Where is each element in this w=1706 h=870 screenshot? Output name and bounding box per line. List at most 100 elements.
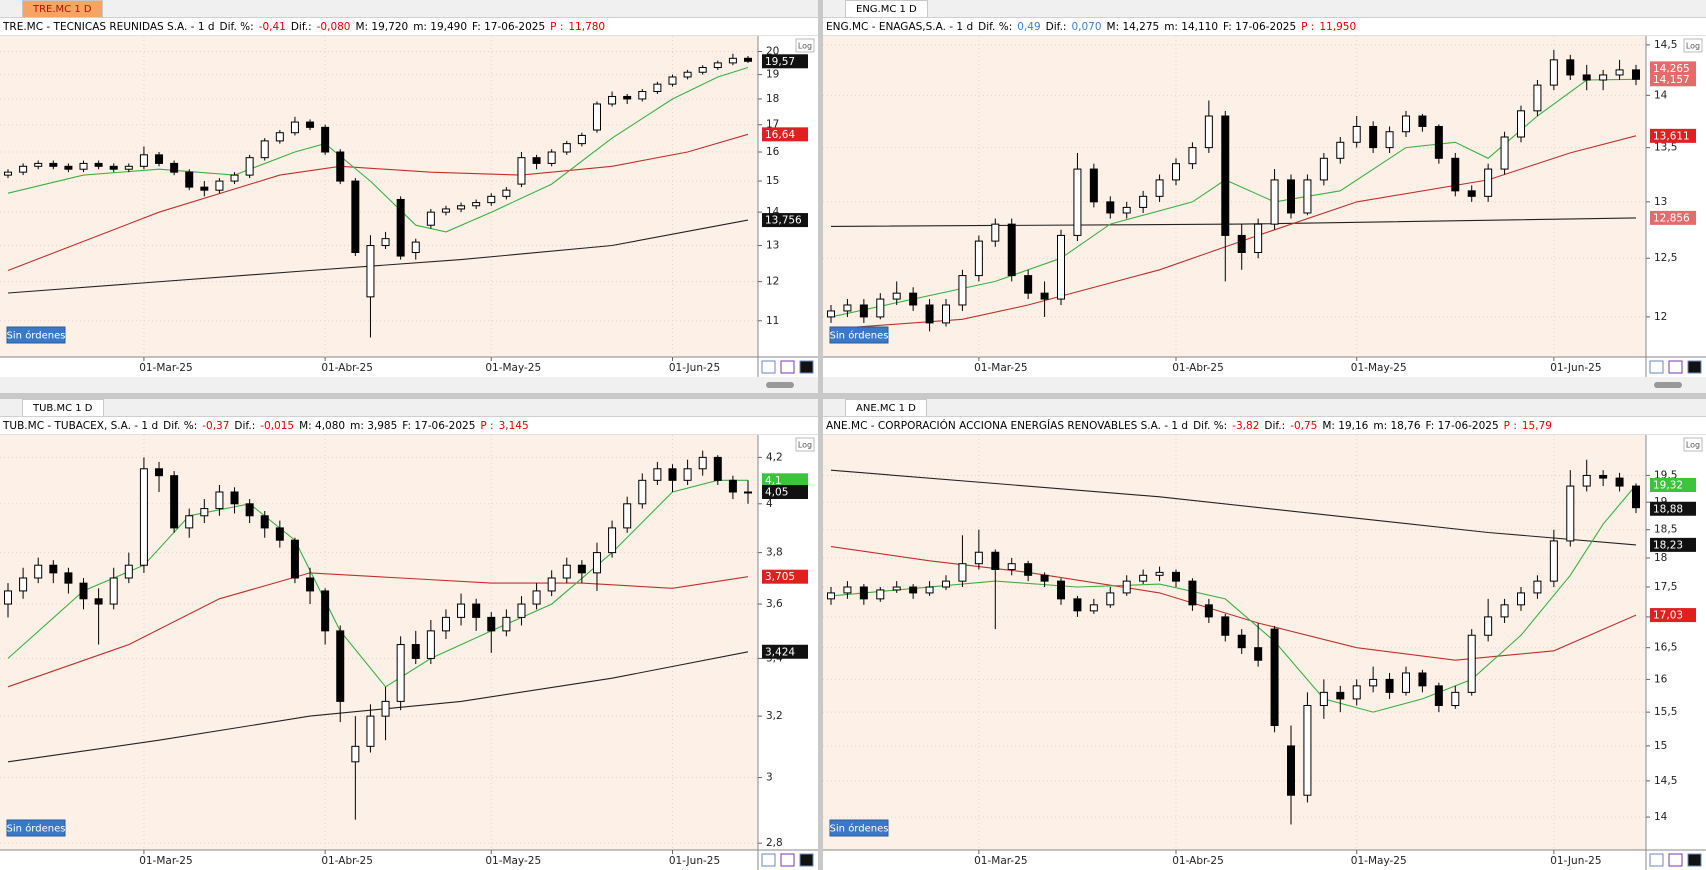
scrollbar-thumb[interactable] bbox=[1654, 382, 1682, 388]
toolbar-icon[interactable] bbox=[1668, 853, 1683, 867]
candle-body bbox=[64, 572, 73, 584]
toolbar-icon[interactable] bbox=[1687, 853, 1702, 867]
header-field: M: 4,080 bbox=[299, 420, 346, 432]
candle-body bbox=[925, 586, 934, 594]
candle-body bbox=[1615, 477, 1624, 487]
candle-body bbox=[909, 586, 918, 594]
header-field: Dif. %: bbox=[1193, 420, 1228, 432]
candle-body bbox=[1418, 672, 1427, 687]
candle-body bbox=[1336, 141, 1345, 159]
chart-tab[interactable]: ENG.MC 1 D bbox=[845, 0, 928, 17]
moving-average bbox=[7, 572, 749, 688]
candle-body bbox=[94, 598, 103, 605]
scrollbar-thumb[interactable] bbox=[766, 382, 794, 388]
candle-body bbox=[1615, 69, 1624, 76]
candle-body bbox=[79, 162, 88, 170]
toolbar-icon[interactable] bbox=[761, 360, 776, 374]
candle-body bbox=[200, 186, 209, 191]
candle-body bbox=[1303, 179, 1312, 214]
candle-body bbox=[577, 134, 586, 145]
candle-body bbox=[532, 590, 541, 605]
candle-body bbox=[441, 616, 450, 632]
candle-body bbox=[1599, 74, 1608, 81]
x-tick-label: 01-Jun-25 bbox=[1550, 855, 1601, 867]
chart-tab[interactable]: TUB.MC 1 D bbox=[22, 399, 104, 416]
tab-bar: TRE.MC 1 D bbox=[0, 0, 818, 18]
toolbar-icon[interactable] bbox=[1687, 360, 1702, 374]
header-field: M: 19,16 bbox=[1322, 420, 1369, 432]
candle-body bbox=[215, 180, 224, 191]
x-tick-label: 01-May-25 bbox=[485, 362, 541, 374]
price-label-text: 3,705 bbox=[765, 571, 795, 583]
scrollbar[interactable] bbox=[0, 377, 818, 393]
candle-body bbox=[991, 223, 1000, 242]
price-label bbox=[1650, 210, 1696, 225]
header-field: P : bbox=[1301, 21, 1315, 33]
plot-background bbox=[0, 36, 758, 357]
header-field: 11,950 bbox=[1319, 21, 1357, 33]
candle-body bbox=[1024, 563, 1033, 576]
orders-button-label: Sin órdenes bbox=[830, 330, 889, 342]
log-button[interactable] bbox=[1683, 437, 1703, 452]
price-label-text: 16,64 bbox=[765, 129, 795, 141]
header-field: P : bbox=[550, 21, 564, 33]
candle-body bbox=[653, 83, 662, 93]
candle-body bbox=[1172, 163, 1180, 181]
orders-button[interactable] bbox=[829, 326, 889, 344]
candle-body bbox=[1467, 190, 1476, 197]
candle-body bbox=[1073, 168, 1082, 236]
plot-background bbox=[823, 435, 1646, 850]
candle-body bbox=[1155, 571, 1164, 576]
candle-body bbox=[1369, 125, 1378, 149]
candle-body bbox=[1517, 592, 1525, 606]
log-button[interactable] bbox=[1683, 38, 1703, 53]
header-field: F: 17-06-2025 bbox=[1425, 420, 1499, 432]
y-tick-label: 17,5 bbox=[1654, 581, 1677, 593]
chart-tab[interactable]: TRE.MC 1 D bbox=[22, 0, 103, 17]
toolbar-icon[interactable] bbox=[1668, 360, 1683, 374]
candle-body bbox=[1221, 616, 1230, 636]
candle-body bbox=[638, 91, 647, 100]
candle-body bbox=[185, 171, 194, 188]
toolbar-icon[interactable] bbox=[1649, 360, 1664, 374]
toolbar-icon[interactable] bbox=[780, 360, 795, 374]
candle-body bbox=[230, 491, 239, 505]
y-tick-label: 12 bbox=[766, 276, 779, 288]
log-button[interactable] bbox=[795, 38, 815, 53]
header-field: F: 17-06-2025 bbox=[1223, 21, 1297, 33]
log-button[interactable] bbox=[795, 437, 815, 452]
y-tick-label: 13 bbox=[766, 240, 779, 252]
toolbar-icon[interactable] bbox=[761, 853, 776, 867]
toolbar-icon[interactable] bbox=[799, 360, 814, 374]
candle-body bbox=[139, 468, 148, 566]
price-label-text: 18,88 bbox=[1653, 503, 1683, 515]
candle-body bbox=[653, 468, 662, 481]
candle-body bbox=[411, 241, 420, 254]
orders-button[interactable] bbox=[829, 819, 889, 837]
candle-body bbox=[876, 298, 885, 318]
candle-body bbox=[426, 630, 435, 659]
toolbar-icon[interactable] bbox=[1649, 853, 1664, 867]
y-tick-label: 14,5 bbox=[1654, 39, 1677, 51]
candle-body bbox=[1451, 157, 1460, 192]
toolbar-icon[interactable] bbox=[799, 853, 814, 867]
candle-body bbox=[487, 195, 496, 204]
candle-body bbox=[1336, 691, 1345, 700]
orders-button[interactable] bbox=[6, 326, 66, 344]
y-tick-label: 3 bbox=[766, 772, 773, 784]
x-tick-label: 01-Jun-25 bbox=[669, 362, 720, 374]
candle-body bbox=[892, 586, 901, 591]
x-tick-label: 01-May-25 bbox=[1351, 855, 1407, 867]
candle-body bbox=[592, 552, 601, 574]
candle-body bbox=[49, 162, 58, 167]
candle-body bbox=[1287, 745, 1295, 796]
y-tick-label: 18 bbox=[1654, 552, 1667, 564]
chart-tab[interactable]: ANE.MC 1 D bbox=[845, 399, 927, 416]
scrollbar[interactable] bbox=[823, 377, 1706, 393]
candle-body bbox=[185, 515, 194, 529]
candle-body bbox=[1369, 678, 1378, 687]
candle-body bbox=[1221, 115, 1230, 236]
tab-bar: ENG.MC 1 D bbox=[823, 0, 1706, 18]
toolbar-icon[interactable] bbox=[780, 853, 795, 867]
orders-button[interactable] bbox=[6, 819, 66, 837]
